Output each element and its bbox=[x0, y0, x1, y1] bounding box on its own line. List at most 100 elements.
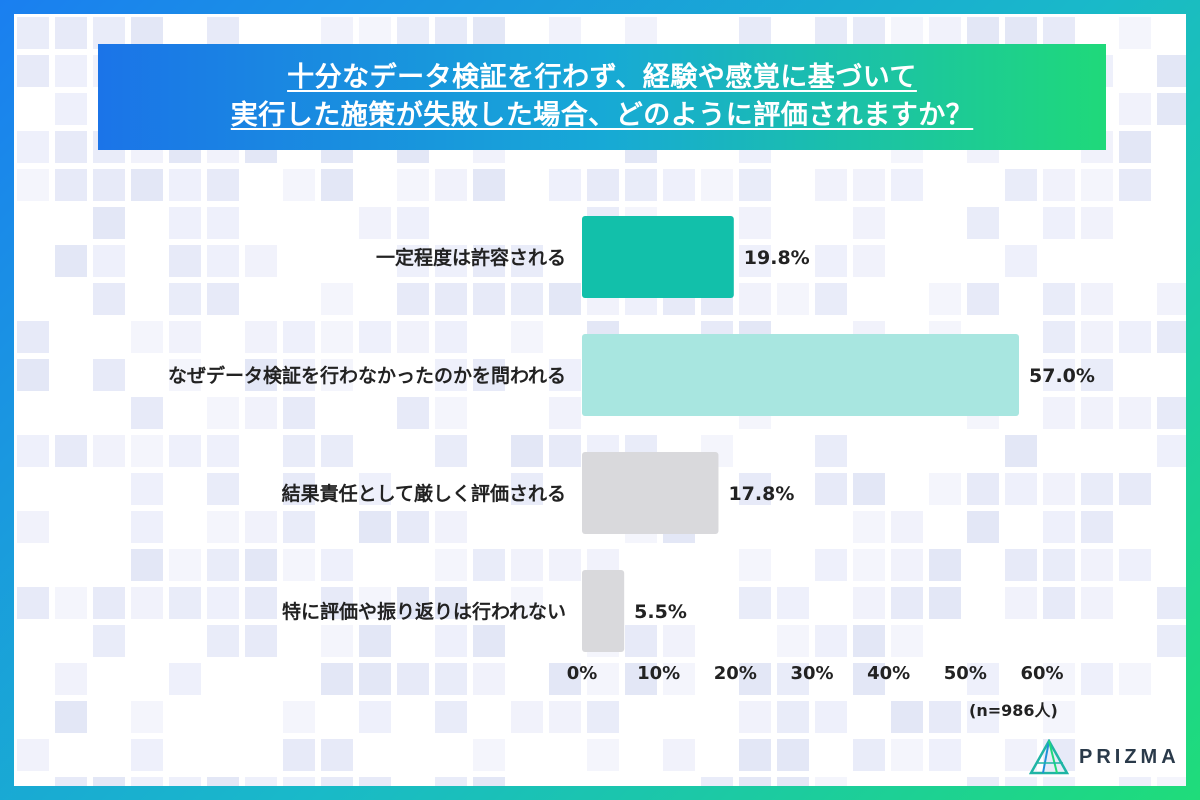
mosaic-tile bbox=[359, 701, 391, 733]
mosaic-tile bbox=[473, 739, 505, 771]
mosaic-tile bbox=[1043, 397, 1075, 429]
mosaic-tile bbox=[1157, 397, 1186, 429]
mosaic-tile bbox=[93, 625, 125, 657]
mosaic-tile bbox=[549, 663, 581, 695]
mosaic-tile bbox=[929, 739, 961, 771]
mosaic-tile bbox=[321, 283, 353, 315]
mosaic-tile bbox=[853, 245, 885, 277]
mosaic-tile bbox=[321, 663, 353, 695]
mosaic-tile bbox=[169, 359, 201, 391]
mosaic-tile bbox=[777, 777, 809, 786]
mosaic-tile bbox=[169, 587, 201, 619]
mosaic-tile bbox=[967, 283, 999, 315]
mosaic-tile bbox=[891, 17, 923, 49]
mosaic-tile bbox=[549, 397, 581, 429]
mosaic-tile bbox=[1157, 435, 1186, 467]
mosaic-tile bbox=[891, 625, 923, 657]
value-label-2: 17.8% bbox=[728, 483, 794, 505]
mosaic-tile bbox=[1081, 207, 1113, 239]
mosaic-tile bbox=[169, 549, 201, 581]
mosaic-tile bbox=[245, 321, 277, 353]
mosaic-tile bbox=[1043, 17, 1075, 49]
mosaic-tile bbox=[435, 397, 467, 429]
mosaic-tile bbox=[511, 321, 543, 353]
mosaic-tile bbox=[321, 549, 353, 581]
mosaic-tile bbox=[207, 435, 239, 467]
mosaic-tile bbox=[435, 777, 467, 786]
mosaic-tile bbox=[815, 169, 847, 201]
mosaic-tile bbox=[93, 207, 125, 239]
mosaic-tile bbox=[55, 17, 87, 49]
mosaic-tile bbox=[739, 473, 771, 505]
mosaic-tile bbox=[1119, 321, 1151, 353]
mosaic-tile bbox=[511, 245, 543, 277]
mosaic-tile bbox=[739, 245, 771, 277]
title-line-2: 実行した施策が失敗した場合、どのように評価されますか？ bbox=[230, 100, 974, 131]
mosaic-tile bbox=[777, 283, 809, 315]
mosaic-tile bbox=[207, 473, 239, 505]
mosaic-tile bbox=[853, 473, 885, 505]
mosaic-tile bbox=[929, 549, 961, 581]
mosaic-tile bbox=[549, 701, 581, 733]
mosaic-tile bbox=[131, 397, 163, 429]
mosaic-tile bbox=[245, 245, 277, 277]
value-label-0: 19.8% bbox=[744, 247, 810, 269]
mosaic-tile bbox=[815, 701, 847, 733]
mosaic-tile bbox=[1043, 321, 1075, 353]
mosaic-tile bbox=[131, 435, 163, 467]
mosaic-tile bbox=[55, 777, 87, 786]
mosaic-tile bbox=[321, 435, 353, 467]
mosaic-tile bbox=[663, 169, 695, 201]
mosaic-tile bbox=[1005, 17, 1037, 49]
mosaic-tile bbox=[359, 321, 391, 353]
mosaic-tile bbox=[891, 169, 923, 201]
mosaic-tile bbox=[359, 663, 391, 695]
mosaic-tile bbox=[435, 359, 467, 391]
mosaic-tile bbox=[17, 511, 49, 543]
bar-chart: 一定程度は許容される 19.8% なぜデータ検証を行わなかったのかを問われる 57.0… bbox=[168, 216, 1095, 684]
mosaic-tile bbox=[397, 397, 429, 429]
mosaic-tile bbox=[1043, 169, 1075, 201]
mosaic-tile bbox=[739, 739, 771, 771]
mosaic-tile bbox=[1119, 473, 1151, 505]
mosaic-tile bbox=[55, 93, 87, 125]
mosaic-tile bbox=[1119, 397, 1151, 429]
mosaic-tile bbox=[283, 549, 315, 581]
mosaic-tile bbox=[207, 587, 239, 619]
mosaic-tile bbox=[131, 17, 163, 49]
mosaic-tile bbox=[473, 245, 505, 277]
mosaic-tile bbox=[967, 663, 999, 695]
mosaic-tile bbox=[1081, 169, 1113, 201]
mosaic-tile bbox=[891, 549, 923, 581]
mosaic-tile bbox=[397, 283, 429, 315]
mosaic-tile bbox=[1157, 55, 1186, 87]
mosaic-tile bbox=[283, 359, 315, 391]
mosaic-tile bbox=[169, 777, 201, 786]
mosaic-tile bbox=[207, 207, 239, 239]
mosaic-tile bbox=[1043, 473, 1075, 505]
mosaic-tile bbox=[17, 321, 49, 353]
mosaic-tile bbox=[131, 511, 163, 543]
mosaic-tile bbox=[131, 739, 163, 771]
mosaic-tile bbox=[17, 55, 49, 87]
mosaic-tile bbox=[283, 473, 315, 505]
mosaic-tile bbox=[93, 587, 125, 619]
mosaic-tile bbox=[967, 473, 999, 505]
mosaic-tile bbox=[17, 739, 49, 771]
mosaic-tile bbox=[245, 625, 277, 657]
mosaic-tile bbox=[435, 587, 467, 619]
mosaic-tile bbox=[283, 321, 315, 353]
mosaic-tile bbox=[853, 663, 885, 695]
category-label-3: 特に評価や振り返りは行われない bbox=[282, 600, 566, 623]
mosaic-tile bbox=[625, 663, 657, 695]
mosaic-tile bbox=[473, 359, 505, 391]
mosaic-tile bbox=[1119, 549, 1151, 581]
mosaic-tile bbox=[435, 245, 467, 277]
bar-2 bbox=[582, 452, 719, 534]
mosaic-tile bbox=[739, 701, 771, 733]
mosaic-tile bbox=[967, 17, 999, 49]
mosaic-tile bbox=[625, 625, 657, 657]
x-tick-label-0: 0% bbox=[567, 663, 598, 684]
bar-3 bbox=[582, 570, 625, 652]
mosaic-tile bbox=[17, 587, 49, 619]
